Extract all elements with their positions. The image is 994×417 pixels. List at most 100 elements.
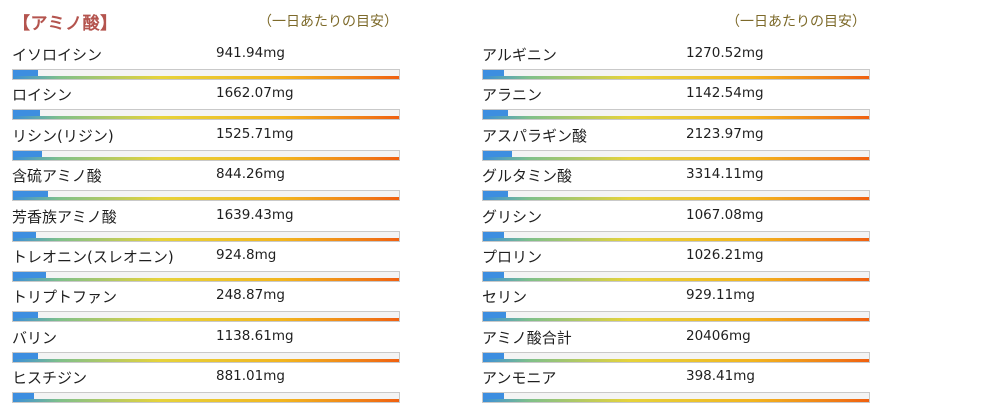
guide-gradient-line: [483, 358, 869, 362]
intake-progress-bar: [482, 69, 870, 80]
nutrient-value: 1639.43mg: [216, 206, 294, 223]
intake-progress-fill: [13, 110, 41, 118]
intake-progress-bar: [482, 230, 870, 242]
nutrient-value: 1138.61mg: [216, 327, 294, 344]
intake-progress-fill: [483, 150, 512, 158]
guide-gradient-line: [483, 399, 869, 403]
intake-progress-fill: [483, 352, 505, 360]
guide-gradient-line: [483, 197, 869, 201]
intake-progress-bar: [12, 69, 400, 80]
intake-progress-fill: [13, 271, 46, 279]
intake-progress-fill: [13, 150, 42, 158]
intake-progress-bar: [12, 109, 400, 121]
intake-progress-fill: [13, 70, 39, 77]
guide-gradient-line: [13, 76, 399, 79]
guide-gradient-line: [483, 237, 869, 241]
nutrient-value: 1525.71mg: [216, 125, 294, 142]
nutrient-row: 芳香族アミノ酸 1639.43mg: [12, 204, 412, 244]
guide-gradient-line: [483, 156, 869, 160]
intake-progress-fill: [13, 352, 39, 360]
left-nutrient-column: イソロイシン 941.94mg ロイシン 1662.07mg リシン(リジン) 1525.…: [12, 42, 412, 406]
nutrient-row: グリシン 1067.08mg: [482, 204, 882, 244]
nutrient-name: グリシン: [482, 207, 543, 226]
nutrient-value: 881.01mg: [216, 368, 285, 385]
nutrient-value: 3314.11mg: [686, 166, 764, 183]
intake-progress-bar: [482, 311, 870, 323]
nutrient-row: リシン(リジン) 1525.71mg: [12, 123, 412, 163]
nutrient-name: セリン: [482, 288, 528, 307]
intake-progress-bar: [12, 149, 400, 161]
nutrient-name: ロイシン: [12, 86, 73, 105]
nutrient-row: ヒスチジン 881.01mg: [12, 365, 412, 405]
intake-progress-fill: [13, 191, 48, 199]
intake-progress-bar: [482, 149, 870, 161]
nutrient-value: 1662.07mg: [216, 85, 294, 102]
intake-progress-fill: [483, 271, 505, 279]
intake-progress-bar: [12, 351, 400, 363]
intake-progress-fill: [483, 110, 509, 118]
guide-gradient-line: [13, 156, 399, 160]
nutrient-row: トレオニン(スレオニン) 924.8mg: [12, 244, 412, 284]
nutrient-name: グルタミン酸: [482, 167, 573, 186]
nutrient-name: イソロイシン: [12, 46, 103, 64]
nutrient-row: アルギニン 1270.52mg: [482, 42, 882, 82]
nutrient-row: ロイシン 1662.07mg: [12, 82, 412, 122]
daily-guide-left: （一日あたりの目安）: [258, 14, 398, 30]
nutrient-name: アスパラギン酸: [482, 126, 588, 145]
guide-gradient-line: [13, 277, 399, 281]
nutrient-row: トリプトファン 248.87mg: [12, 284, 412, 324]
nutrient-name: トリプトファン: [12, 288, 118, 307]
nutrient-value: 398.41mg: [686, 368, 755, 385]
nutrient-value: 929.11mg: [686, 287, 755, 304]
nutrient-name: アラニン: [482, 86, 543, 105]
nutrient-name: アミノ酸合計: [482, 328, 572, 347]
nutrient-name: ヒスチジン: [12, 369, 88, 388]
intake-progress-bar: [12, 311, 400, 323]
nutrient-row: アスパラギン酸 2123.97mg: [482, 123, 882, 163]
intake-progress-fill: [13, 312, 39, 320]
nutrient-name: プロリン: [482, 247, 543, 266]
nutrient-value: 941.94mg: [216, 45, 285, 61]
guide-gradient-line: [483, 116, 869, 120]
guide-gradient-line: [483, 76, 869, 79]
intake-progress-bar: [12, 190, 400, 202]
intake-progress-fill: [483, 231, 505, 239]
guide-gradient-line: [483, 277, 869, 281]
nutrient-value: 924.8mg: [216, 246, 277, 263]
intake-progress-fill: [483, 191, 509, 199]
intake-progress-bar: [482, 351, 870, 363]
nutrient-value: 1142.54mg: [686, 85, 764, 102]
intake-progress-fill: [483, 312, 507, 320]
guide-gradient-line: [13, 116, 399, 120]
intake-progress-bar: [12, 270, 400, 282]
nutrient-value: 1067.08mg: [686, 206, 764, 223]
nutrient-row: アミノ酸合計 20406mg: [482, 325, 882, 365]
section-title: 【アミノ酸】: [13, 14, 118, 34]
guide-gradient-line: [13, 358, 399, 362]
guide-gradient-line: [13, 318, 399, 322]
nutrient-name: 芳香族アミノ酸: [12, 207, 117, 226]
nutrient-name: トレオニン(スレオニン): [12, 247, 174, 266]
nutrient-value: 20406mg: [686, 327, 751, 344]
guide-gradient-line: [13, 399, 399, 403]
intake-progress-bar: [12, 230, 400, 242]
nutrient-name: リシン(リジン): [12, 126, 114, 145]
nutrient-name: アンモニア: [482, 369, 557, 388]
intake-progress-bar: [482, 270, 870, 282]
nutrient-row: セリン 929.11mg: [482, 284, 882, 324]
nutrient-value: 844.26mg: [216, 166, 285, 183]
intake-progress-fill: [13, 393, 35, 401]
nutrient-row: プロリン 1026.21mg: [482, 244, 882, 284]
intake-progress-bar: [482, 392, 870, 404]
guide-gradient-line: [13, 197, 399, 201]
intake-progress-bar: [482, 109, 870, 121]
intake-progress-bar: [12, 392, 400, 404]
daily-guide-right: （一日あたりの目安）: [726, 14, 866, 30]
nutrient-row: バリン 1138.61mg: [12, 325, 412, 365]
nutrient-name: 含硫アミノ酸: [12, 167, 102, 186]
nutrient-value: 1026.21mg: [686, 246, 764, 263]
nutrient-value: 2123.97mg: [686, 125, 764, 142]
guide-gradient-line: [483, 318, 869, 322]
nutrient-row: 含硫アミノ酸 844.26mg: [12, 163, 412, 203]
nutrient-name: バリン: [12, 328, 58, 347]
